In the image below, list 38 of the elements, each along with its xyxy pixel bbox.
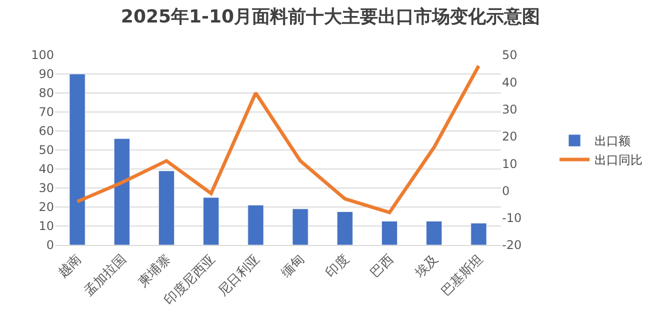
y-tick-label: 80 [38, 86, 54, 100]
bar [336, 212, 353, 245]
y-tick-label: 70 [38, 105, 54, 120]
bar [158, 170, 175, 245]
bar [203, 197, 220, 245]
y2-tick-label: 40 [502, 75, 518, 90]
y-tick-label: 10 [38, 219, 54, 234]
y-tick-label: 30 [38, 181, 54, 196]
x-tick-label: 柬埔寨 [135, 251, 174, 290]
bar [381, 221, 398, 245]
y-tick-label: 90 [38, 67, 54, 82]
x-tick-label: 印度 [322, 251, 352, 281]
y2-tick-label: 0 [502, 184, 510, 198]
x-tick-label: 缅甸 [278, 252, 308, 281]
y-tick-label: 40 [38, 162, 54, 176]
y2-tick-label: 20 [502, 130, 518, 144]
y-tick-label: 60 [38, 124, 54, 138]
legend-label: 出口额 [594, 134, 631, 148]
y2-tick-label: -10 [502, 211, 522, 226]
y2-tick-label: 50 [502, 48, 518, 62]
chart-title: 2025年1-10月面料前十大主要出口市场变化示意图 [120, 6, 540, 28]
x-tick-label: 巴西 [368, 252, 397, 281]
y-tick-label: 100 [31, 48, 54, 62]
bar [470, 222, 487, 245]
y-tick-label: 20 [38, 200, 54, 214]
y2-tick-label: -20 [502, 238, 522, 252]
y2-tick-label: 30 [502, 102, 518, 116]
line-series [76, 64, 480, 214]
bar [248, 204, 264, 245]
x-tick-label: 尼日利亚 [216, 252, 264, 300]
bar [114, 138, 130, 245]
y-tick-label: 50 [38, 143, 54, 158]
bar [426, 221, 442, 245]
legend-label: 出口同比 [594, 153, 643, 168]
y-tick-label: 0 [46, 238, 54, 252]
bar [292, 208, 308, 245]
bar [69, 74, 86, 245]
y2-tick-label: 10 [502, 156, 518, 171]
